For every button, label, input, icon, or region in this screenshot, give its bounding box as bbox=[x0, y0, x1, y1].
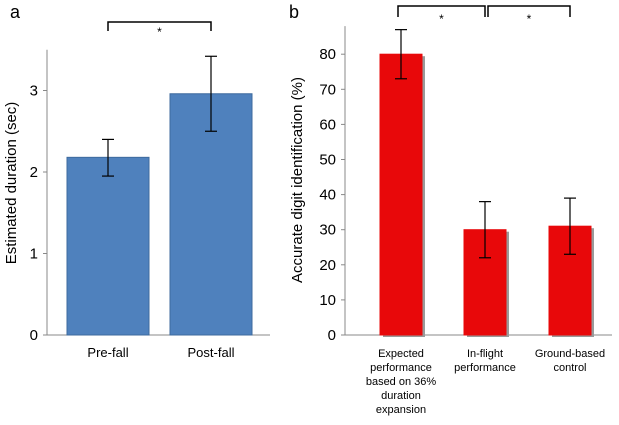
significance-bracket bbox=[487, 5, 571, 17]
category-label: Post-fall bbox=[188, 345, 235, 360]
significance-label: * bbox=[527, 12, 532, 26]
category-label-line: Post-fall bbox=[188, 345, 235, 360]
y-tick-label: 10 bbox=[319, 292, 336, 309]
category-label-line: performance bbox=[454, 362, 516, 374]
y-axis-label: Estimated duration (sec) bbox=[3, 102, 20, 265]
panel-label: b bbox=[289, 2, 299, 22]
significance-bracket bbox=[107, 21, 212, 31]
category-label: Ground-based control bbox=[535, 348, 605, 374]
y-tick-label: 80 bbox=[319, 46, 336, 63]
bar bbox=[66, 156, 150, 336]
y-tick-label: 30 bbox=[319, 222, 336, 239]
y-tick-label: 40 bbox=[319, 187, 336, 204]
y-tick-label: 0 bbox=[328, 327, 336, 344]
y-tick-label: 2 bbox=[30, 164, 38, 181]
significance-bracket bbox=[397, 5, 486, 17]
category-label-line: Expected bbox=[378, 348, 424, 360]
category-label-line: Ground-based bbox=[535, 348, 605, 360]
y-tick-label: 3 bbox=[30, 83, 38, 100]
y-tick-label: 0 bbox=[30, 327, 38, 344]
bar bbox=[463, 229, 507, 336]
significance-label: * bbox=[439, 12, 444, 26]
category-label-line: based on 36% bbox=[366, 376, 437, 388]
significance-label: * bbox=[157, 25, 162, 39]
panel-b: b 0 10 20 30 40 50 60 70 80 Accurate digit identif… bbox=[289, 2, 612, 416]
category-label: Expected performance based on 36% duration e… bbox=[366, 348, 437, 416]
category-label-line: In-flight bbox=[467, 348, 503, 360]
bar bbox=[169, 93, 253, 336]
category-label-line: performance bbox=[370, 362, 432, 374]
y-tick-label: 60 bbox=[319, 116, 336, 133]
panel-a: a 0 1 2 3 Estimated duration (sec) Pre-fall Pos… bbox=[3, 2, 270, 360]
y-tick-label: 20 bbox=[319, 257, 336, 274]
y-axis-label: Accurate digit identification (%) bbox=[289, 77, 306, 283]
category-label-line: expansion bbox=[376, 404, 426, 416]
bar bbox=[379, 53, 423, 336]
y-tick-label: 1 bbox=[30, 246, 38, 263]
category-label-line: control bbox=[553, 362, 586, 374]
category-label: Pre-fall bbox=[87, 345, 128, 360]
category-label-line: duration bbox=[381, 390, 421, 402]
y-tick-label: 70 bbox=[319, 81, 336, 98]
category-label-line: Pre-fall bbox=[87, 345, 128, 360]
y-tick-label: 50 bbox=[319, 152, 336, 169]
panel-label: a bbox=[10, 2, 21, 22]
category-label: In-flight performance bbox=[454, 348, 516, 374]
